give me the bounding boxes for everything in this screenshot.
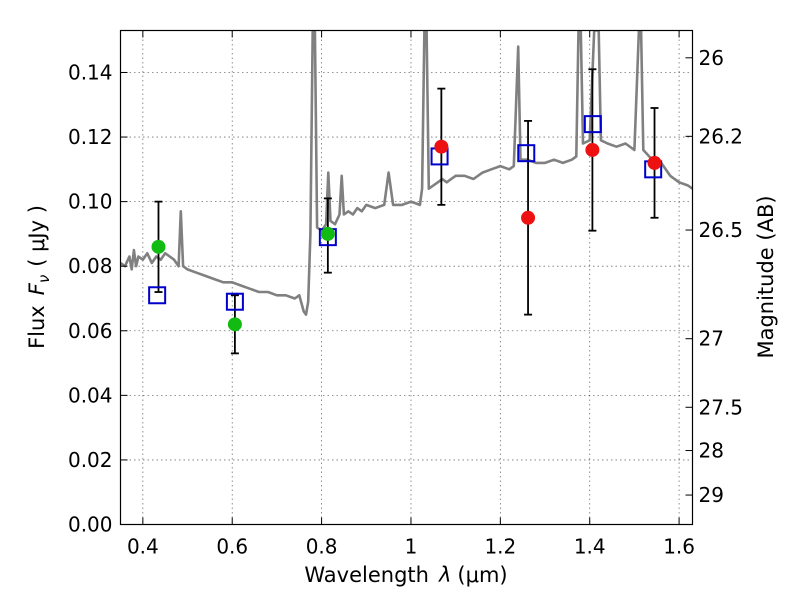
- x-tick-label: 0.8: [306, 535, 338, 559]
- right-axis-label: Magnitude (AB): [754, 195, 778, 358]
- nir-point: [585, 142, 600, 157]
- y-axis-label: FluxFν( μJy ): [25, 205, 53, 349]
- x-tick-label: 1: [405, 535, 418, 559]
- right-tick-label: 26.5: [699, 218, 744, 242]
- template-spectrum-line: [120, 30, 693, 316]
- nir-point: [521, 210, 536, 225]
- right-tick-label: 27.5: [699, 395, 744, 419]
- right-tick-label: 26.2: [699, 124, 744, 148]
- optical-point: [151, 239, 166, 254]
- x-axis-label: Wavelength λ (μm): [304, 563, 507, 587]
- y-tick-label: 0.00: [68, 513, 113, 537]
- x-tick-label: 1.2: [484, 535, 516, 559]
- observed-points: [151, 139, 662, 332]
- x-tick-label: 0.4: [127, 535, 159, 559]
- template-spectrum: [120, 30, 693, 316]
- nir-point: [647, 155, 662, 170]
- y-tick-label: 0.04: [68, 383, 113, 407]
- right-tick-label: 26: [699, 46, 724, 70]
- axis-ticks: 0.4 0.6 0.8 1 1.2 1.4 1.6 0.00 0.02 0.04 0.06 0.08 0…: [68, 30, 744, 559]
- right-tick-label: 27: [699, 327, 724, 351]
- y-tick-label: 0.10: [68, 190, 113, 214]
- y-tick-label: 0.12: [68, 125, 113, 149]
- model-square: [148, 286, 167, 305]
- right-tick-label: 29: [699, 483, 724, 507]
- model-square: [225, 292, 244, 311]
- optical-point: [227, 317, 242, 332]
- x-tick-label: 1.6: [663, 535, 695, 559]
- model-square: [583, 115, 602, 134]
- model-points: [148, 115, 663, 311]
- x-tick-label: 0.6: [216, 535, 248, 559]
- plot-frame: [119, 29, 694, 526]
- right-tick-label: 28: [699, 439, 724, 463]
- model-square: [517, 144, 536, 163]
- nir-point: [434, 139, 449, 154]
- y-tick-label: 0.02: [68, 448, 113, 472]
- y-tick-label: 0.14: [68, 60, 113, 84]
- optical-point: [320, 226, 335, 241]
- y-tick-label: 0.08: [68, 254, 113, 278]
- x-tick-label: 1.4: [574, 535, 606, 559]
- y-tick-label: 0.06: [68, 319, 113, 343]
